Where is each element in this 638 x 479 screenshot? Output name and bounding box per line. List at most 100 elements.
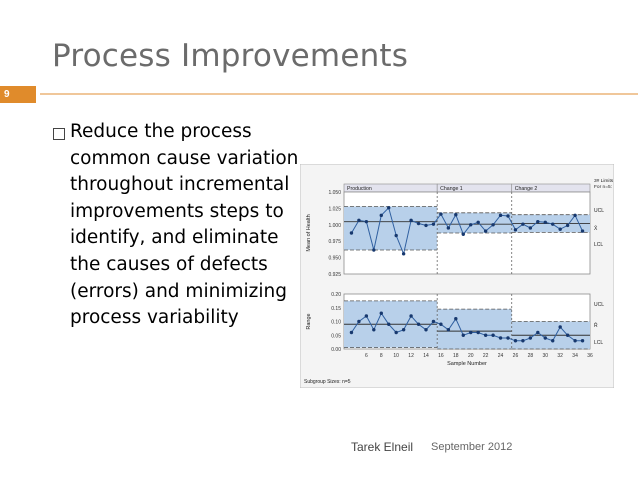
mean-panel-y-tick: 0.975 [328, 239, 341, 245]
mean-panel-data-point [439, 212, 443, 216]
mean-panel-data-point [483, 229, 488, 233]
x-tick: 18 [453, 353, 459, 359]
range-panel-data-point [446, 328, 451, 332]
mean-panel-y-tick: 0.925 [328, 272, 341, 278]
mean-limit-label: X̄ [594, 225, 598, 232]
range-panel-data-point [573, 339, 577, 343]
range-panel-data-point [364, 314, 369, 318]
mean-panel-data-point [536, 219, 540, 224]
range-panel-y-tick: 0.15 [331, 306, 341, 312]
range-panel-data-point [558, 325, 562, 329]
range-panel-data-point [565, 333, 570, 337]
x-tick: 26 [513, 353, 519, 359]
range-panel-y-tick: 0.20 [331, 292, 341, 298]
mean-panel-data-point [394, 233, 398, 238]
range-panel-data-point [536, 330, 540, 335]
x-tick: 20 [468, 353, 474, 359]
slide-title: Process Improvements [52, 38, 409, 74]
range-panel-data-point [513, 339, 518, 343]
mean-panel-data-point [364, 219, 369, 224]
x-tick: 36 [587, 353, 593, 359]
range-panel-data-point [469, 330, 473, 335]
range-panel-y-tick: 0.10 [331, 320, 341, 326]
range-panel-data-point [409, 314, 413, 318]
range-panel-data-point [506, 336, 510, 340]
mean-panel-data-point [372, 248, 376, 252]
range-panel-y-tick: 0.05 [331, 333, 341, 339]
range-panel-data-point [461, 333, 465, 337]
mean-panel-data-point [513, 228, 518, 232]
range-panel-data-point [357, 319, 361, 324]
range-panel-data-point [580, 339, 585, 343]
range-y-label: Range [306, 313, 312, 329]
x-tick: 10 [393, 353, 399, 359]
range-panel-data-point [372, 328, 376, 332]
mean-panel-data-point [521, 222, 525, 226]
range-panel-data-point [394, 330, 398, 335]
mean-panel-data-point [573, 213, 577, 218]
control-chart-svg: Production Change 1 Change 2 1.050 1.025 1.00… [299, 163, 615, 389]
range-limit-label: LCL [594, 340, 603, 346]
phase-label: Change 2 [515, 186, 538, 192]
mean-panel-data-point [424, 223, 428, 228]
range-panel-data-point [491, 333, 495, 337]
phase-label: Production [347, 186, 372, 192]
mean-panel-data-point [357, 218, 361, 223]
range-panel-data-point [387, 322, 391, 326]
bullet-square-icon [53, 128, 65, 140]
phase-label: Change 1 [440, 186, 463, 192]
mean-panel-data-point [565, 223, 570, 228]
bullet-text: Reduce the process common cause variatio… [70, 121, 299, 329]
range-panel-data-point [416, 322, 421, 326]
range-panel-data-point [543, 336, 547, 340]
footer-date: September 2012 [431, 441, 513, 453]
range-panel-data-point [424, 328, 428, 332]
control-chart-figure: Production Change 1 Change 2 1.050 1.025 1.00… [299, 163, 615, 389]
mean-panel-data-point [379, 213, 383, 218]
limits-note-1: 3# Limits [594, 178, 614, 184]
footer-author: Tarek Elneil [351, 440, 414, 454]
mean-panel-data-point [580, 229, 585, 233]
range-panel-data-point [439, 322, 443, 326]
x-tick: 6 [365, 353, 368, 359]
range-panel-y-tick: 0.00 [331, 347, 341, 353]
mean-limit-label: LCL [594, 242, 603, 248]
x-axis-label: Sample Number [447, 361, 487, 367]
range-panel-data-point [454, 317, 458, 321]
range-limit-label: R̄ [594, 322, 598, 329]
mean-panel-data-point [409, 218, 413, 223]
x-tick: 24 [498, 353, 504, 359]
mean-panel-data-point [401, 252, 406, 256]
mean-panel-data-point [506, 214, 510, 218]
x-tick: 14 [423, 353, 429, 359]
mean-panel-data-point [349, 231, 354, 235]
x-tick: 28 [528, 353, 534, 359]
x-tick: 8 [380, 353, 383, 359]
x-tick: 32 [557, 353, 563, 359]
mean-panel-data-point [551, 222, 555, 226]
range-panel-data-point [498, 336, 503, 340]
legend-text: Subgroup Sizes: n=5 [304, 379, 351, 385]
mean-limit-label: UCL [594, 208, 604, 214]
mean-panel-y-tick: 1.050 [328, 190, 341, 196]
mean-panel-data-point [469, 223, 473, 227]
limits-note-2: For n=5: [594, 184, 612, 190]
range-panel-data-point [551, 339, 555, 343]
mean-panel-data-point [446, 226, 451, 230]
mean-panel-band [437, 212, 512, 233]
range-panel-data-point [528, 336, 533, 340]
range-panel-data-point [476, 330, 480, 335]
mean-panel-data-point [528, 226, 533, 230]
range-limit-label: UCL [594, 302, 604, 308]
mean-panel-data-point [476, 220, 480, 224]
mean-panel-data-point [454, 213, 458, 217]
mean-panel-y-tick: 1.025 [328, 206, 341, 212]
mean-y-label: Mean of Health [306, 214, 312, 251]
mean-panel-data-point [558, 227, 562, 231]
range-panel-data-point [431, 319, 436, 324]
mean-panel-data-point [491, 223, 495, 227]
x-tick: 22 [483, 353, 489, 359]
range-panel-data-point [401, 328, 406, 332]
mean-panel-data-point [387, 206, 391, 210]
x-tick: 16 [438, 353, 444, 359]
